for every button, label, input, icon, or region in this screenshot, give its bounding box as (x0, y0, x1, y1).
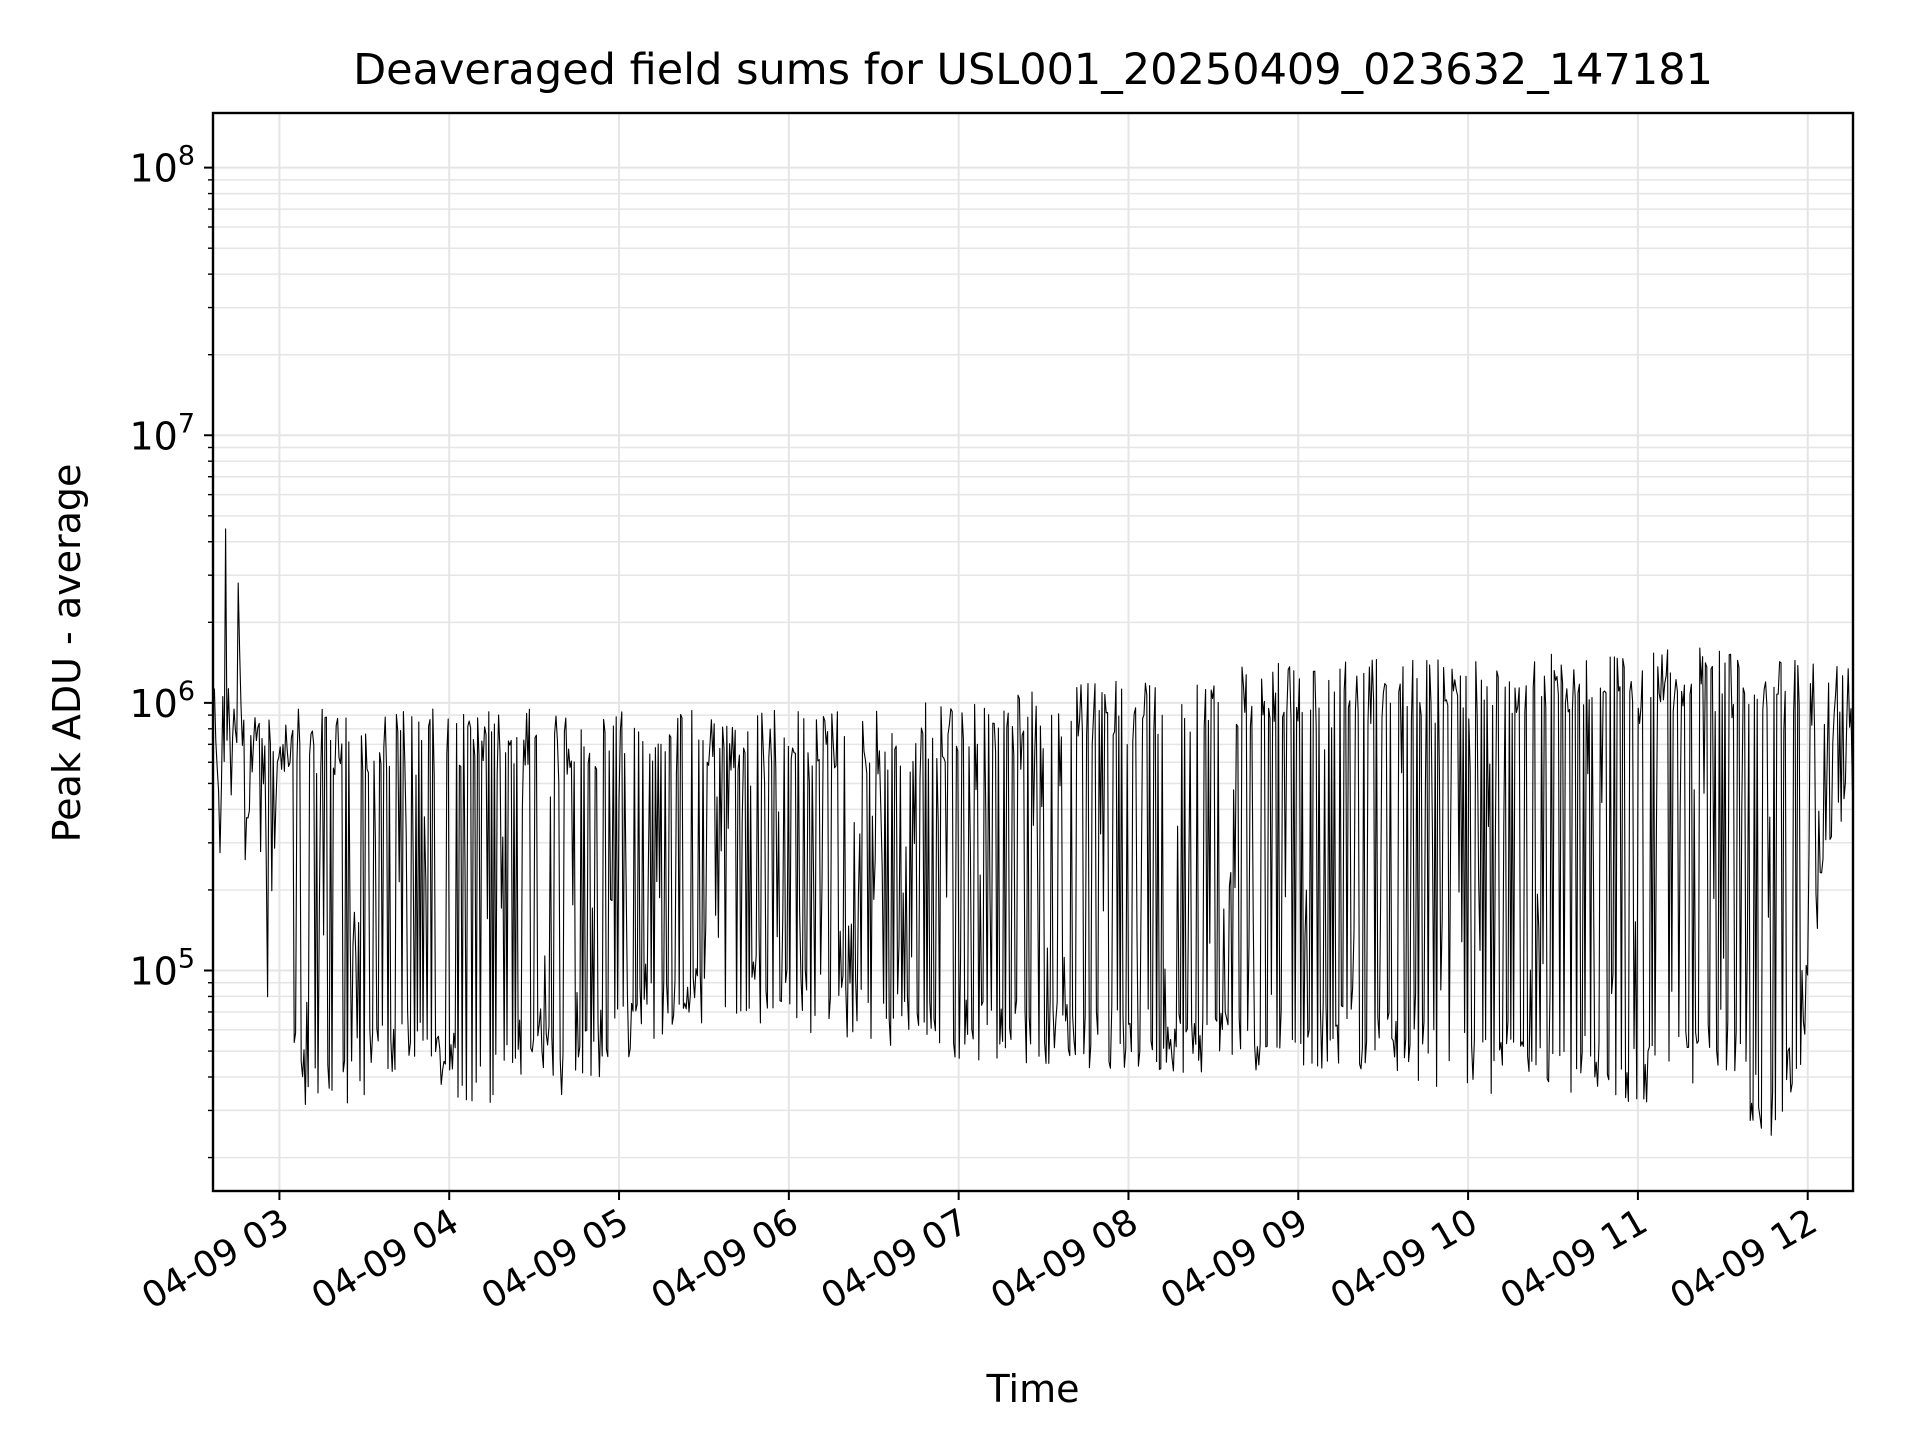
x-tick-label: 04-09 04 (305, 1201, 466, 1317)
x-axis-ticks: 04-09 03 04-09 04 04-09 05 04-09 06 04-09 07… (135, 1191, 1824, 1318)
y-tick-label: 107 (129, 408, 195, 458)
series-line (212, 528, 1853, 1136)
y-tick-label: 105 (129, 944, 195, 994)
x-tick-label: 04-09 08 (984, 1201, 1145, 1317)
x-tick-label: 04-09 03 (135, 1201, 296, 1317)
x-tick-label: 04-09 06 (645, 1201, 806, 1317)
x-tick-label: 04-09 07 (814, 1201, 975, 1317)
x-tick-label: 04-09 10 (1324, 1201, 1485, 1317)
plot-frame (211, 111, 1855, 1193)
y-axis-ticks: 105 106 107 108 (129, 141, 213, 1159)
y-tick-label: 106 (129, 676, 195, 726)
y-axis-label: Peak ADU - average (45, 464, 89, 843)
y-tick-label: 108 (129, 141, 195, 191)
x-tick-label: 04-09 12 (1664, 1201, 1825, 1317)
x-tick-label: 04-09 09 (1154, 1201, 1315, 1317)
x-tick-label: 04-09 05 (475, 1201, 636, 1317)
chart-title: Deaveraged field sums for USL001_2025040… (353, 45, 1713, 95)
x-tick-label: 04-09 11 (1494, 1201, 1655, 1317)
x-axis-label: Time (986, 1367, 1080, 1411)
